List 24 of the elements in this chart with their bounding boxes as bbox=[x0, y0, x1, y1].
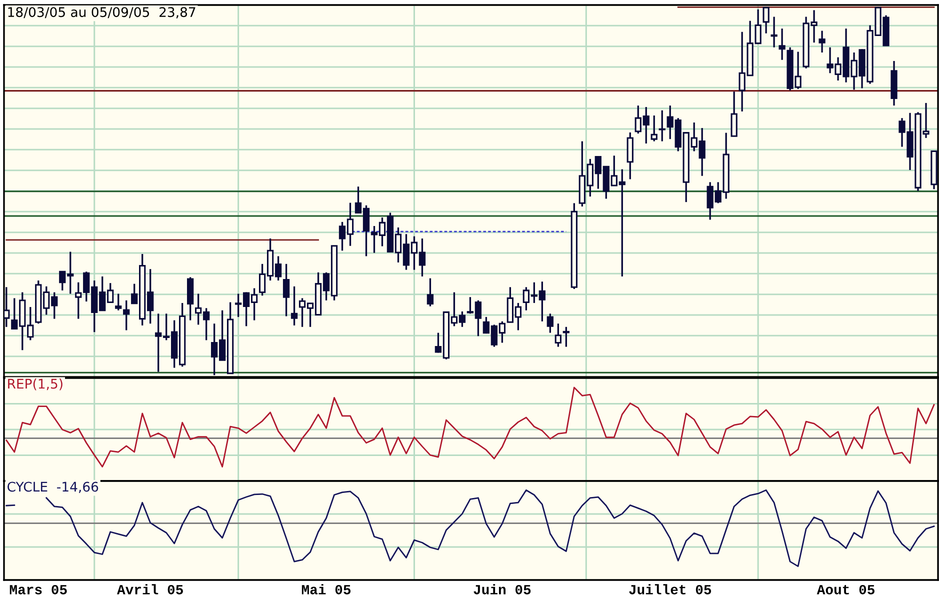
x-tick-label: Aout 05 bbox=[816, 584, 874, 594]
chart-title: CYCLE -14,66 bbox=[8, 482, 98, 494]
candlestick bbox=[546, 312, 554, 334]
x-tick-label: Avril 05 bbox=[116, 584, 183, 594]
candlestick bbox=[115, 292, 122, 312]
candlestick bbox=[770, 16, 778, 48]
candlestick bbox=[730, 90, 738, 137]
candlestick bbox=[554, 322, 562, 348]
candlestick bbox=[626, 132, 634, 180]
candlestick bbox=[778, 28, 786, 61]
x-tick-label: Juillet 05 bbox=[629, 584, 712, 594]
candlestick bbox=[282, 263, 290, 318]
candlestick bbox=[562, 326, 570, 348]
chart-title: REP(1,5) bbox=[8, 378, 62, 390]
x-tick-label: Mars 05 bbox=[10, 584, 67, 594]
candlestick bbox=[123, 300, 130, 332]
chart-title: 18/03/05 au 05/09/05 23,87 bbox=[8, 7, 196, 18]
candlestick bbox=[290, 286, 298, 326]
x-tick-label: Mai 05 bbox=[302, 584, 351, 594]
candlestick bbox=[818, 30, 826, 54]
candlestick bbox=[650, 114, 658, 142]
x-tick-label: Juin 05 bbox=[474, 584, 531, 594]
candlestick bbox=[658, 110, 666, 142]
candlestick bbox=[426, 277, 434, 308]
